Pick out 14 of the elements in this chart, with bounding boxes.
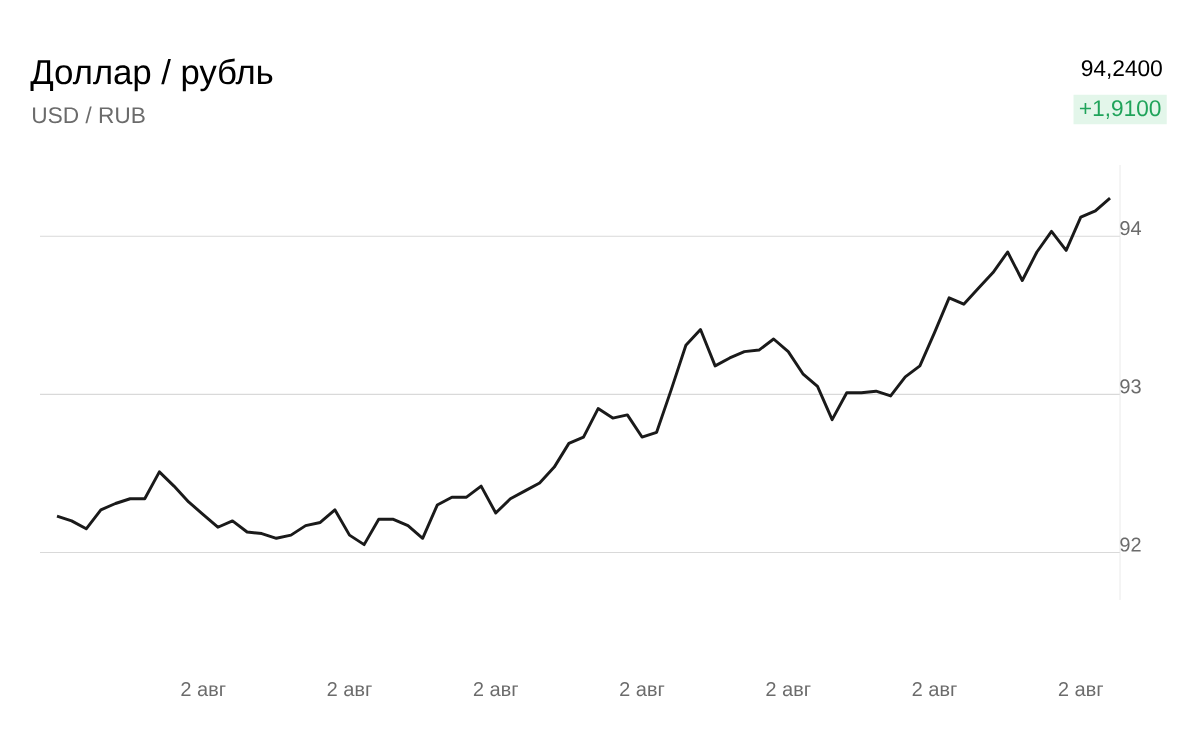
y-tick-label: 94 xyxy=(1120,221,1142,236)
x-tick-label: 2 авг xyxy=(620,682,665,697)
x-tick-label: 2 авг xyxy=(912,682,957,697)
x-tick-label: 2 авг xyxy=(766,682,811,697)
chart-subtitle: USD / RUB xyxy=(33,106,145,124)
text: 94,2400 xyxy=(1081,60,1162,79)
x-tick-label: 2 авг xyxy=(473,682,518,697)
y-tick-label: 92 xyxy=(1120,537,1141,552)
x-tick-label: 2 авг xyxy=(1058,682,1104,697)
x-tick-label: 2 авг xyxy=(327,682,372,697)
x-tick-label: 2 авг xyxy=(181,682,226,697)
chart-title: Доллар / рубль xyxy=(30,58,273,92)
y-tick-label: 93 xyxy=(1120,379,1141,394)
text: +1,9100 xyxy=(1079,100,1161,119)
